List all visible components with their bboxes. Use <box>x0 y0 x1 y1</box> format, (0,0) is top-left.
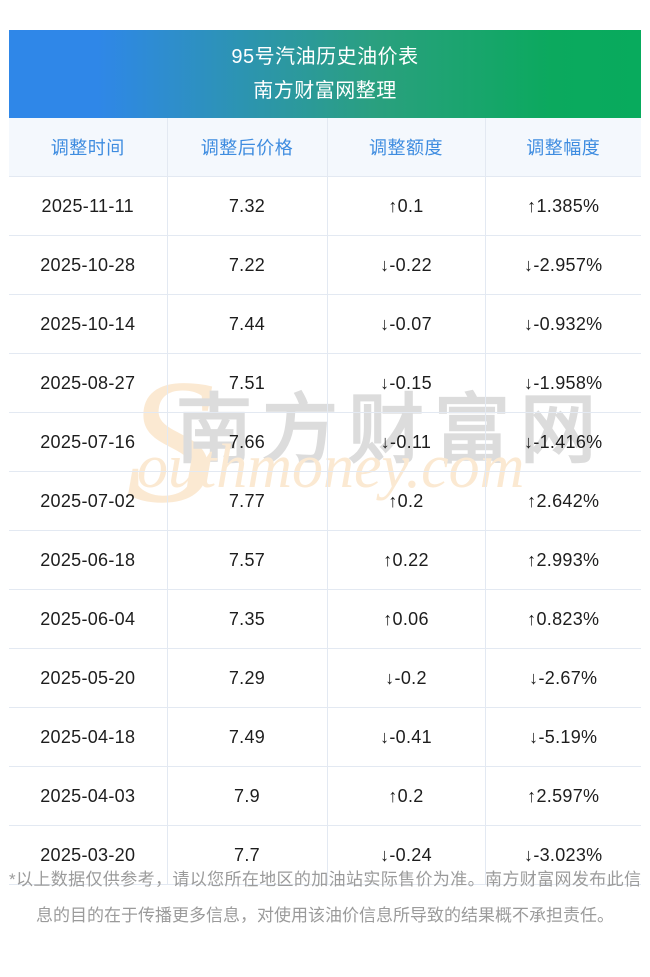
page-title: 95号汽油历史油价表 <box>231 46 419 68</box>
cell-adjust-percent: ↓-1.416% <box>485 412 641 472</box>
cell-date: 2025-08-27 <box>9 353 168 413</box>
gasoline-price-table: 调整时间 调整后价格 调整额度 调整幅度 2025-11-11 7.32 ↑0.1 ↑… <box>9 118 641 885</box>
cell-price: 7.66 <box>167 412 328 472</box>
table-row: 2025-04-18 7.49 ↓-0.41 ↓-5.19% <box>9 707 641 767</box>
cell-date: 2025-04-03 <box>9 766 168 826</box>
cell-price: 7.44 <box>167 294 328 354</box>
table-body: 2025-11-11 7.32 ↑0.1 ↑1.385% 2025-10-28 7.22 ↓… <box>9 176 641 885</box>
cell-adjust-percent: ↑2.993% <box>485 530 641 590</box>
cell-adjust-amount: ↓-0.15 <box>327 353 486 413</box>
cell-adjust-percent: ↑2.642% <box>485 471 641 531</box>
table-row: 2025-11-11 7.32 ↑0.1 ↑1.385% <box>9 176 641 236</box>
cell-adjust-percent: ↓-2.957% <box>485 235 641 295</box>
table-row: 2025-10-14 7.44 ↓-0.07 ↓-0.932% <box>9 294 641 354</box>
cell-adjust-amount: ↓-0.41 <box>327 707 486 767</box>
table-row: 2025-03-20 7.7 ↓-0.24 ↓-3.023% <box>9 825 641 885</box>
cell-adjust-percent: ↓-3.023% <box>485 825 641 885</box>
disclaimer-text: *以上数据仅供参考，请以您所在地区的加油站实际售价为准。南方财富网发布此信息的目… <box>9 870 641 925</box>
cell-date: 2025-10-14 <box>9 294 168 354</box>
cell-date: 2025-03-20 <box>9 825 168 885</box>
cell-date: 2025-04-18 <box>9 707 168 767</box>
cell-adjust-percent: ↓-5.19% <box>485 707 641 767</box>
cell-adjust-percent: ↓-0.932% <box>485 294 641 354</box>
column-header-percent: 调整幅度 <box>485 118 641 177</box>
column-header-amount: 调整额度 <box>327 118 486 177</box>
cell-date: 2025-06-18 <box>9 530 168 590</box>
cell-adjust-amount: ↓-0.22 <box>327 235 486 295</box>
cell-price: 7.57 <box>167 530 328 590</box>
cell-adjust-amount: ↓-0.07 <box>327 294 486 354</box>
cell-price: 7.22 <box>167 235 328 295</box>
cell-date: 2025-05-20 <box>9 648 168 708</box>
table-row: 2025-07-02 7.77 ↑0.2 ↑2.642% <box>9 471 641 531</box>
table-header-row: 调整时间 调整后价格 调整额度 调整幅度 <box>9 118 641 177</box>
cell-price: 7.35 <box>167 589 328 649</box>
cell-adjust-percent: ↓-2.67% <box>485 648 641 708</box>
cell-adjust-amount: ↑0.06 <box>327 589 486 649</box>
cell-date: 2025-10-28 <box>9 235 168 295</box>
table-row: 2025-07-16 7.66 ↓-0.11 ↓-1.416% <box>9 412 641 472</box>
cell-adjust-percent: ↑1.385% <box>485 176 641 236</box>
cell-price: 7.9 <box>167 766 328 826</box>
cell-adjust-amount: ↓-0.11 <box>327 412 486 472</box>
cell-adjust-amount: ↑0.2 <box>327 471 486 531</box>
column-header-price: 调整后价格 <box>167 118 328 177</box>
table-header: 调整时间 调整后价格 调整额度 调整幅度 <box>9 118 641 177</box>
price-table-container: 调整时间 调整后价格 调整额度 调整幅度 2025-11-11 7.32 ↑0.1 ↑… <box>9 118 641 885</box>
cell-price: 7.77 <box>167 471 328 531</box>
cell-adjust-percent: ↑2.597% <box>485 766 641 826</box>
cell-adjust-amount: ↓-0.24 <box>327 825 486 885</box>
page-subtitle: 南方财富网整理 <box>253 80 397 102</box>
table-row: 2025-10-28 7.22 ↓-0.22 ↓-2.957% <box>9 235 641 295</box>
table-row: 2025-06-04 7.35 ↑0.06 ↑0.823% <box>9 589 641 649</box>
cell-adjust-amount: ↑0.22 <box>327 530 486 590</box>
cell-price: 7.7 <box>167 825 328 885</box>
table-row: 2025-04-03 7.9 ↑0.2 ↑2.597% <box>9 766 641 826</box>
page-banner: 95号汽油历史油价表 南方财富网整理 <box>9 30 641 118</box>
cell-adjust-amount: ↑0.1 <box>327 176 486 236</box>
cell-price: 7.51 <box>167 353 328 413</box>
table-row: 2025-08-27 7.51 ↓-0.15 ↓-1.958% <box>9 353 641 413</box>
cell-price: 7.32 <box>167 176 328 236</box>
cell-date: 2025-07-02 <box>9 471 168 531</box>
table-row: 2025-06-18 7.57 ↑0.22 ↑2.993% <box>9 530 641 590</box>
table-row: 2025-05-20 7.29 ↓-0.2 ↓-2.67% <box>9 648 641 708</box>
cell-date: 2025-07-16 <box>9 412 168 472</box>
cell-adjust-percent: ↑0.823% <box>485 589 641 649</box>
cell-price: 7.49 <box>167 707 328 767</box>
cell-adjust-percent: ↓-1.958% <box>485 353 641 413</box>
cell-date: 2025-11-11 <box>9 176 168 236</box>
cell-adjust-amount: ↑0.2 <box>327 766 486 826</box>
column-header-date: 调整时间 <box>9 118 168 177</box>
cell-adjust-amount: ↓-0.2 <box>327 648 486 708</box>
cell-price: 7.29 <box>167 648 328 708</box>
cell-date: 2025-06-04 <box>9 589 168 649</box>
